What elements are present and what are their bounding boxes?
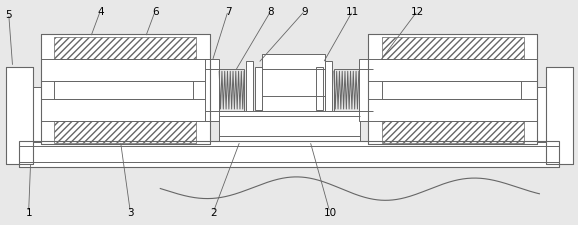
Bar xyxy=(368,35,538,144)
Bar xyxy=(40,35,210,144)
Text: 7: 7 xyxy=(225,7,231,17)
Bar xyxy=(255,68,262,110)
Text: 9: 9 xyxy=(302,7,308,17)
Text: 3: 3 xyxy=(127,207,134,217)
Bar xyxy=(205,60,219,122)
Text: 10: 10 xyxy=(323,207,336,217)
Bar xyxy=(368,35,538,144)
Bar xyxy=(334,70,359,112)
Bar xyxy=(382,38,524,60)
Bar xyxy=(359,60,373,122)
Bar xyxy=(546,68,573,164)
Bar xyxy=(18,141,560,167)
Bar xyxy=(316,68,323,110)
Bar xyxy=(219,112,360,141)
Bar xyxy=(546,68,573,164)
Bar xyxy=(32,88,42,142)
Text: 5: 5 xyxy=(5,10,12,20)
Bar xyxy=(219,70,244,112)
Text: 6: 6 xyxy=(152,7,158,17)
Bar xyxy=(6,68,32,164)
Bar xyxy=(40,35,210,144)
Text: 8: 8 xyxy=(268,7,275,17)
Text: 2: 2 xyxy=(210,207,217,217)
Text: 12: 12 xyxy=(411,7,424,17)
Text: 4: 4 xyxy=(97,7,104,17)
Bar xyxy=(538,88,546,142)
Bar xyxy=(382,122,524,143)
Bar xyxy=(54,82,193,100)
Bar xyxy=(54,122,196,143)
Bar xyxy=(262,55,325,112)
Bar xyxy=(6,68,32,164)
Text: 1: 1 xyxy=(25,207,32,217)
Text: 11: 11 xyxy=(346,7,360,17)
Bar xyxy=(382,82,521,100)
Bar xyxy=(246,62,253,112)
Bar xyxy=(18,141,560,167)
Bar xyxy=(54,38,196,60)
Bar xyxy=(325,62,332,112)
